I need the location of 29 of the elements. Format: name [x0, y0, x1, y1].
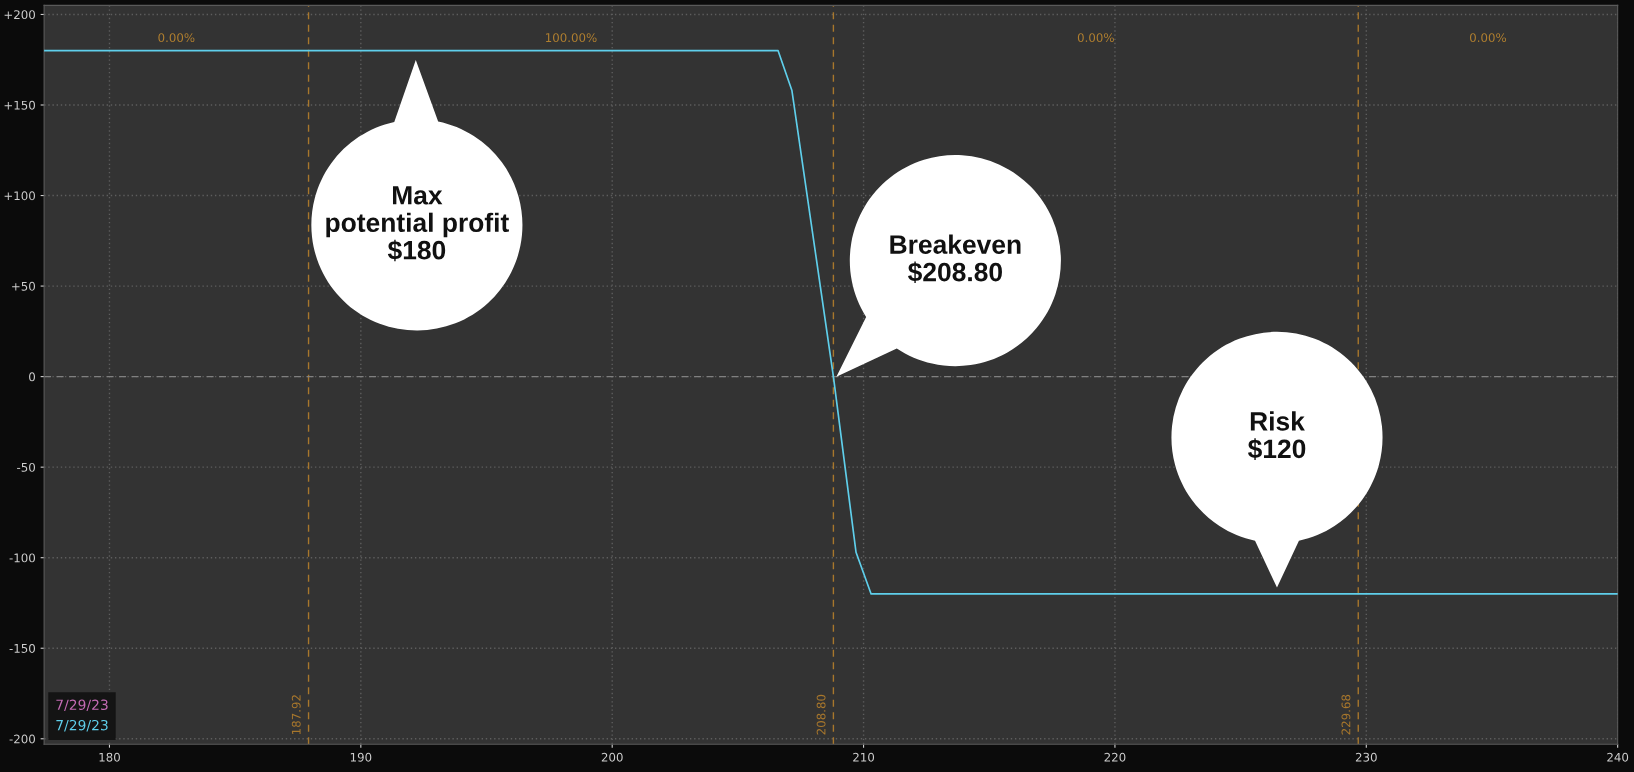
ref-line-label: 208.80	[816, 694, 826, 735]
annotation: 0.00%	[1077, 33, 1114, 43]
annotation: Risk $120	[1247, 411, 1306, 460]
y-tick-label: +50	[12, 281, 35, 291]
y-tick-label: +100	[4, 191, 35, 201]
y-tick-label: +150	[4, 100, 35, 110]
y-tick-label: -200	[9, 734, 35, 744]
annotation: 100.00%	[546, 33, 597, 43]
y-tick-label: -50	[17, 462, 35, 472]
annotation: 0.00%	[158, 33, 195, 43]
annotation: Max potential profit $180	[326, 186, 509, 262]
text: 7/29/23	[56, 719, 108, 732]
x-tick-label: 190	[350, 752, 372, 762]
line-series	[44, 49, 1618, 595]
ref-line-label: 187.92	[291, 695, 301, 735]
x-tick-label: 230	[1355, 752, 1377, 762]
y-tick-label: -150	[9, 643, 35, 653]
x-tick-label: 210	[853, 752, 875, 762]
x-tick-label: 220	[1104, 752, 1126, 762]
x-tick-label: 240	[1607, 752, 1629, 762]
y-tick-label: 0	[29, 372, 35, 382]
annotation: Breakeven $208.80	[890, 234, 1021, 284]
x-tick-label: 180	[99, 752, 120, 762]
ref-line-label: 229.68	[1341, 694, 1351, 735]
y-tick-label: +200	[4, 10, 35, 20]
annotation: 0.00%	[1469, 33, 1507, 43]
y-tick-label: -100	[9, 553, 35, 563]
legend-label: 7/29/23	[56, 699, 108, 712]
x-tick-label: 200	[601, 752, 623, 762]
